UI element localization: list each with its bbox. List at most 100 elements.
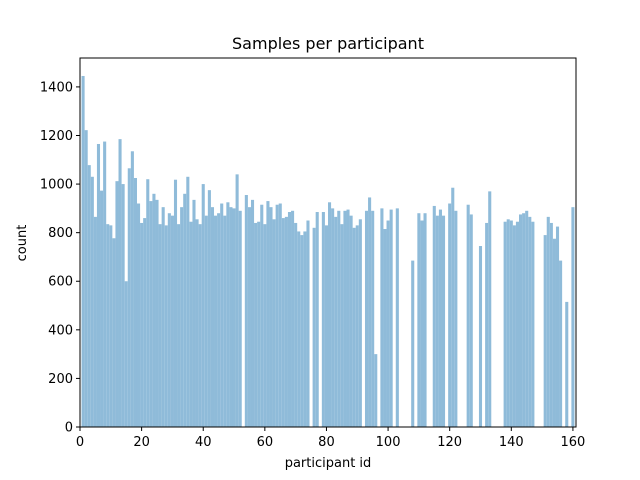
bar	[195, 219, 199, 427]
x-tick-label: 80	[318, 435, 335, 450]
bar	[149, 201, 153, 427]
bar	[167, 213, 171, 427]
y-tick-label: 800	[48, 226, 73, 241]
bar	[555, 226, 560, 427]
bar	[272, 219, 276, 427]
bar	[81, 75, 85, 427]
y-axis-label: count	[15, 225, 30, 262]
bar	[552, 238, 556, 427]
bar	[343, 210, 347, 427]
bar	[136, 203, 141, 427]
bar	[466, 204, 470, 427]
x-tick-label: 100	[376, 435, 401, 450]
bar	[334, 216, 338, 427]
bar	[559, 260, 563, 427]
bar	[300, 235, 304, 427]
x-tick-label: 60	[257, 435, 274, 450]
y-tick-label: 0	[65, 421, 73, 436]
bar	[278, 203, 282, 427]
x-tick-label: 40	[195, 435, 212, 450]
y-tick-label: 1200	[40, 129, 73, 144]
bar	[291, 210, 295, 427]
bar	[565, 301, 569, 427]
bar	[235, 174, 239, 427]
bar	[435, 215, 439, 427]
bar	[96, 143, 101, 427]
bar	[254, 222, 258, 427]
chart-title: Samples per participant	[232, 34, 424, 53]
x-tick-label: 20	[133, 435, 150, 450]
bar	[217, 213, 221, 427]
bar	[232, 208, 236, 427]
bar	[451, 187, 455, 427]
bar	[207, 190, 211, 427]
bar	[260, 204, 264, 427]
bar	[250, 199, 255, 427]
bar	[294, 222, 298, 427]
bar	[133, 178, 137, 427]
bar	[417, 213, 421, 427]
bar	[210, 207, 215, 427]
bar	[420, 220, 424, 427]
bar	[469, 214, 473, 427]
y-tick-label: 200	[48, 372, 73, 387]
bar	[340, 224, 344, 427]
bar	[106, 224, 110, 427]
bar	[220, 203, 224, 427]
bar	[247, 207, 251, 427]
bar	[244, 195, 248, 427]
bar	[223, 215, 227, 427]
bar	[515, 221, 520, 427]
bar	[549, 222, 553, 427]
bar	[198, 224, 202, 427]
bar	[395, 208, 399, 427]
bar	[506, 219, 510, 427]
bar	[503, 221, 507, 427]
bar	[173, 179, 178, 427]
bar	[180, 207, 184, 427]
bar	[531, 221, 535, 427]
bar	[263, 224, 267, 427]
bar	[189, 221, 193, 427]
bar	[121, 184, 125, 427]
bar	[386, 220, 390, 427]
bar	[109, 225, 113, 427]
bar	[448, 203, 452, 427]
bar	[87, 165, 91, 427]
bar	[411, 260, 415, 427]
bar	[488, 191, 492, 427]
bar	[177, 224, 181, 427]
x-tick-label: 160	[561, 435, 586, 450]
bar	[186, 176, 190, 427]
bar	[389, 209, 393, 427]
bar	[269, 207, 273, 427]
bar	[143, 218, 147, 427]
bar	[238, 210, 242, 427]
bar	[312, 227, 316, 427]
bar	[152, 193, 156, 427]
bar	[103, 141, 107, 428]
bar	[303, 231, 307, 427]
bar	[93, 216, 97, 427]
x-tick-label: 140	[499, 435, 524, 450]
x-tick-label: 0	[76, 435, 84, 450]
bar	[485, 222, 489, 427]
bar	[509, 220, 513, 427]
bar	[164, 225, 168, 427]
bar	[297, 231, 301, 427]
bar	[124, 281, 128, 427]
bar	[380, 208, 384, 427]
bar	[355, 225, 359, 427]
bar	[201, 184, 205, 427]
bar	[146, 179, 150, 427]
bar	[192, 199, 196, 427]
x-tick-label: 120	[437, 435, 462, 450]
y-tick-label: 1000	[40, 178, 73, 193]
bar	[324, 225, 328, 427]
y-tick-label: 1400	[40, 80, 73, 95]
bar	[546, 216, 550, 427]
bar	[352, 227, 356, 427]
bar	[115, 181, 119, 427]
bar	[84, 130, 88, 427]
